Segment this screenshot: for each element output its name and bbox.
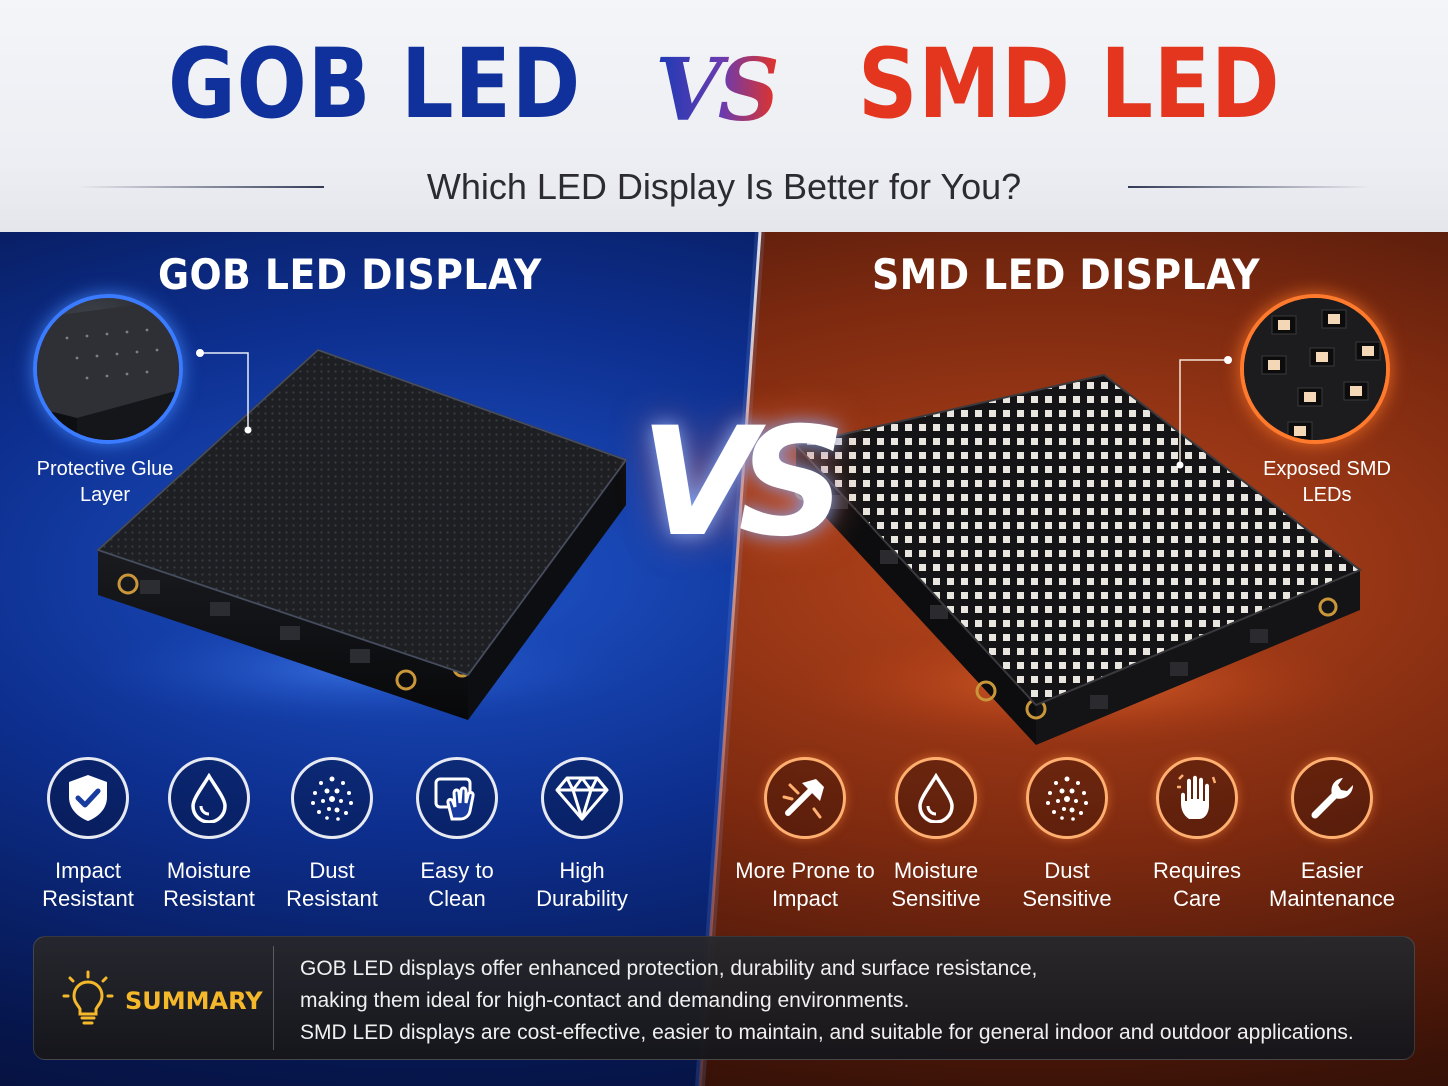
smd-led-module	[794, 373, 1362, 745]
smd-chips-closeup-icon	[1244, 298, 1386, 440]
gob-feature-dust: Dust Resistant	[262, 757, 402, 913]
gob-zoom-circle	[33, 294, 183, 444]
feature-label-line1: Moisture	[893, 858, 979, 883]
feature-label-line1: Dust	[1044, 858, 1090, 883]
title-gob-led: GOB LED	[168, 28, 582, 140]
gob-led-module	[90, 348, 630, 725]
feature-label-line1: Impact	[54, 858, 122, 883]
feature-label-line2: Durability	[536, 886, 628, 911]
smd-feature-maintenance: Easier Maintenance	[1262, 757, 1402, 913]
feature-label-line1: High	[559, 858, 605, 883]
title-smd-led: SMD LED	[858, 28, 1281, 140]
summary-line-1: GOB LED displays offer enhanced protecti…	[300, 957, 1038, 980]
wrench-icon	[1291, 757, 1373, 839]
dust-particles-icon	[291, 757, 373, 839]
gob-zoom-label-line1: Protective Glue	[36, 458, 174, 480]
gob-feature-clean: Easy to Clean	[387, 757, 527, 913]
gob-feature-durability: High Durability	[512, 757, 652, 913]
summary-divider	[273, 946, 274, 1050]
hand-cleaning-icon	[416, 757, 498, 839]
center-vs-emblem: VS	[640, 396, 846, 570]
feature-label-line1: Easier	[1300, 858, 1364, 883]
gob-callout-line	[196, 349, 252, 434]
smd-callout-line	[1176, 356, 1232, 469]
gob-section-title: GOB LED DISPLAY	[158, 250, 542, 299]
summary-label: SUMMARY	[125, 987, 263, 1015]
hammer-impact-icon	[764, 757, 846, 839]
smd-feature-dust: Dust Sensitive	[997, 757, 1137, 913]
subtitle-rule-right	[1128, 186, 1370, 188]
gob-feature-moisture: Moisture Resistant	[139, 757, 279, 913]
feature-label-line1: Easy to	[420, 858, 494, 883]
smd-feature-care: Requires Care	[1127, 757, 1267, 913]
feature-label-line2: Maintenance	[1269, 886, 1395, 911]
hand-care-icon	[1156, 757, 1238, 839]
smd-section-title: SMD LED DISPLAY	[872, 250, 1261, 299]
feature-label-line2: Resistant	[42, 886, 134, 911]
subtitle: Which LED Display Is Better for You?	[426, 166, 1022, 207]
feature-label-line2: Impact	[771, 886, 839, 911]
summary-line-3: SMD LED displays are cost-effective, eas…	[300, 1021, 1354, 1044]
smd-feature-impact: More Prone to Impact	[735, 757, 875, 913]
smd-zoom-circle	[1240, 294, 1390, 444]
feature-label-line2: Resistant	[286, 886, 378, 911]
feature-label-line1: More Prone to	[735, 858, 875, 883]
feature-label-line2: Sensitive	[1022, 886, 1112, 911]
smd-feature-moisture: Moisture Sensitive	[866, 757, 1006, 913]
title-vs: VS	[655, 40, 780, 141]
summary-line-2: making them ideal for high-contact and d…	[300, 989, 910, 1012]
dust-particles-icon	[1026, 757, 1108, 839]
gob-zoom-label: Protective Glue Layer	[30, 456, 180, 508]
feature-label-line2: Resistant	[163, 886, 255, 911]
diamond-icon	[541, 757, 623, 839]
shield-check-icon	[47, 757, 129, 839]
feature-label-line2: Sensitive	[891, 886, 981, 911]
feature-label-line1: Moisture	[166, 858, 252, 883]
summary-box	[33, 936, 1415, 1060]
feature-label-line1: Dust	[309, 858, 355, 883]
water-drop-icon	[895, 757, 977, 839]
gob-zoom-label-line2: Layer	[79, 484, 131, 506]
gob-feature-impact: Impact Resistant	[18, 757, 158, 913]
summary-text: GOB LED displays offer enhanced protecti…	[300, 953, 1354, 1049]
water-drop-icon	[168, 757, 250, 839]
feature-label-line1: Requires	[1152, 858, 1242, 883]
subtitle-rule-left	[78, 186, 324, 188]
smd-zoom-label: Exposed SMD LEDs	[1252, 456, 1402, 508]
feature-label-line2: Clean	[428, 886, 486, 911]
header: GOB LED VS SMD LED Which LED Display Is …	[0, 0, 1448, 232]
feature-label-line2: Care	[1173, 886, 1221, 911]
lightbulb-icon	[62, 970, 114, 1025]
smd-zoom-label-line2: LEDs	[1302, 484, 1352, 506]
smd-zoom-label-line1: Exposed SMD	[1263, 458, 1391, 480]
